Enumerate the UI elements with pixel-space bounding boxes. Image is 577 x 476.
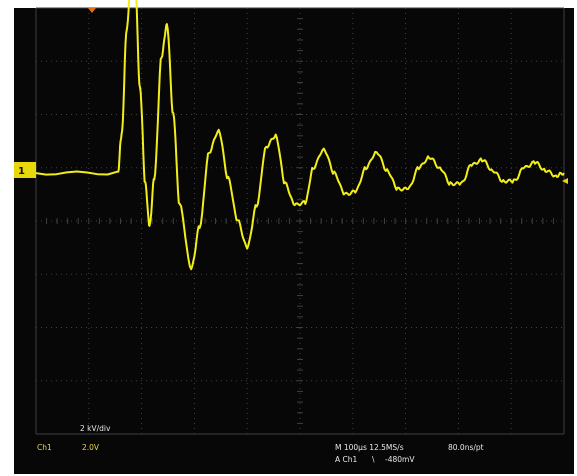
trigger-level-marker[interactable] bbox=[562, 178, 568, 184]
channel-1-marker-label: 1 bbox=[18, 166, 25, 177]
status-record: 80.0ns/pt bbox=[448, 443, 484, 452]
trigger-position-marker[interactable] bbox=[88, 8, 96, 13]
status-trigger-level: -480mV bbox=[385, 455, 415, 464]
channel-1-marker[interactable]: 1 bbox=[14, 162, 36, 178]
status-trigger-source: A Ch1 bbox=[335, 455, 358, 464]
status-scale: 2.0V bbox=[82, 443, 100, 452]
status-channel: Ch1 bbox=[37, 443, 52, 452]
waveform-scale-label: 2 kV/div bbox=[80, 424, 111, 433]
waveform-trace bbox=[35, 0, 565, 271]
status-timebase: M 100µs 12.5MS/s bbox=[335, 443, 404, 452]
status-bar: Ch1 2.0V M 100µs 12.5MS/s 80.0ns/pt A Ch… bbox=[37, 443, 484, 464]
graticule bbox=[35, 7, 565, 435]
graticule-background bbox=[14, 8, 574, 474]
status-trigger-slope: \ bbox=[372, 455, 375, 464]
